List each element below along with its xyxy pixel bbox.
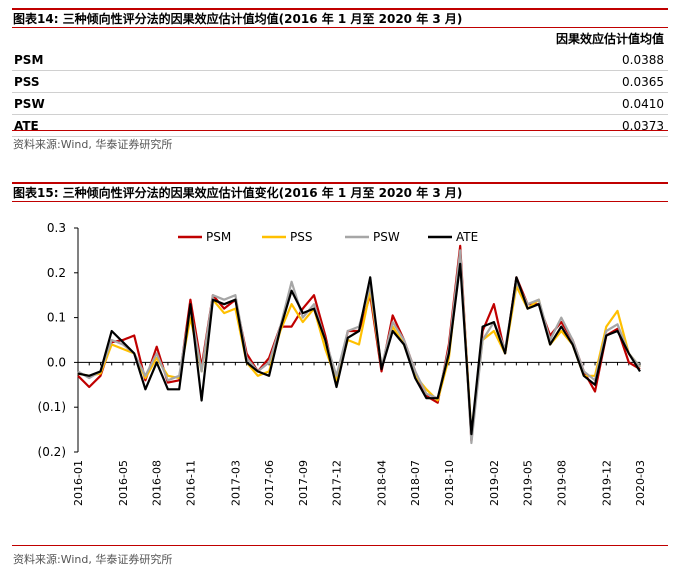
series-line-psw xyxy=(77,249,641,445)
row-value: 0.0365 xyxy=(173,70,668,93)
chart-bottom-rule xyxy=(12,545,668,546)
table-bottom-rule xyxy=(12,130,668,131)
x-tick-label: 2018-07 xyxy=(409,460,422,506)
y-tick-label: 0.0 xyxy=(47,355,66,369)
table-source: 资料来源:Wind, 华泰证券研究所 xyxy=(13,138,173,151)
chart-caption-rule xyxy=(12,201,668,202)
x-tick-label: 2019-08 xyxy=(555,460,568,506)
table-row: PSM 0.0388 xyxy=(12,49,668,71)
y-tick-label: 0.3 xyxy=(47,221,66,235)
x-tick-label: 2016-11 xyxy=(184,460,197,506)
legend-label: PSW xyxy=(373,230,400,244)
chart-source: 资料来源:Wind, 华泰证券研究所 xyxy=(13,553,173,566)
series-line-ate xyxy=(77,262,641,436)
table-caption: 图表14: 三种倾向性评分法的因果效应估计值均值(2016 年 1 月至 202… xyxy=(13,12,463,26)
x-tick-label: 2016-01 xyxy=(72,460,85,506)
table-header-value: 因果效应估计值均值 xyxy=(555,32,664,46)
top-rule xyxy=(12,8,668,10)
row-name: PSM xyxy=(12,49,174,71)
row-name: PSW xyxy=(12,92,174,115)
x-tick-label: 2017-09 xyxy=(297,460,310,506)
row-value: 0.0373 xyxy=(173,114,668,137)
x-tick-label: 2016-08 xyxy=(151,460,164,506)
x-tick-label: 2018-10 xyxy=(443,460,456,506)
row-value: 0.0410 xyxy=(173,92,668,115)
table-row: PSS 0.0365 xyxy=(12,70,668,93)
series-line-pss xyxy=(77,253,641,436)
x-tick-label: 2017-03 xyxy=(229,460,242,506)
x-tick-label: 2016-05 xyxy=(117,460,130,506)
legend-label: ATE xyxy=(456,230,478,244)
table-header-row: 因果效应估计值均值 xyxy=(12,30,668,49)
x-tick-label: 2019-05 xyxy=(522,460,535,506)
chart-top-rule xyxy=(12,182,668,184)
x-tick-label: 2018-04 xyxy=(375,460,388,506)
y-tick-label: 0.2 xyxy=(47,266,66,280)
row-name: ATE xyxy=(12,114,174,137)
y-tick-label: 0.1 xyxy=(47,311,66,325)
legend-label: PSM xyxy=(206,230,231,244)
table-row: ATE 0.0373 xyxy=(12,114,668,137)
legend-label: PSS xyxy=(290,230,312,244)
x-tick-label: 2019-12 xyxy=(600,460,613,506)
x-tick-label: 2017-12 xyxy=(331,460,344,506)
table-row: PSW 0.0410 xyxy=(12,92,668,115)
line-chart: 0.3 0.2 0.1 0.0 (0.1) (0.2) 2016-01 2016-05 2016… xyxy=(38,221,647,506)
y-tick-label: (0.2) xyxy=(38,445,66,459)
x-tick-label: 2017-06 xyxy=(263,460,276,506)
x-tick-label: 2020-03 xyxy=(634,460,647,506)
estimate-table: 因果效应估计值均值 PSM 0.0388 PSS 0.0365 PSW 0.04… xyxy=(12,30,668,137)
caption-rule xyxy=(12,27,668,28)
y-tick-label: (0.1) xyxy=(38,400,66,414)
chart-caption: 图表15: 三种倾向性评分法的因果效应估计值变化(2016 年 1 月至 202… xyxy=(13,186,463,200)
row-name: PSS xyxy=(12,70,174,93)
row-value: 0.0388 xyxy=(173,49,668,71)
table-header-name xyxy=(12,30,174,49)
x-tick-label: 2019-02 xyxy=(488,460,501,506)
